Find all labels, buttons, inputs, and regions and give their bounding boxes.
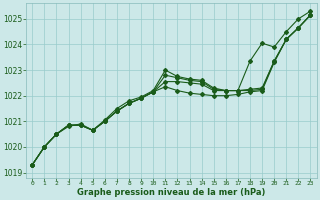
X-axis label: Graphe pression niveau de la mer (hPa): Graphe pression niveau de la mer (hPa): [77, 188, 266, 197]
